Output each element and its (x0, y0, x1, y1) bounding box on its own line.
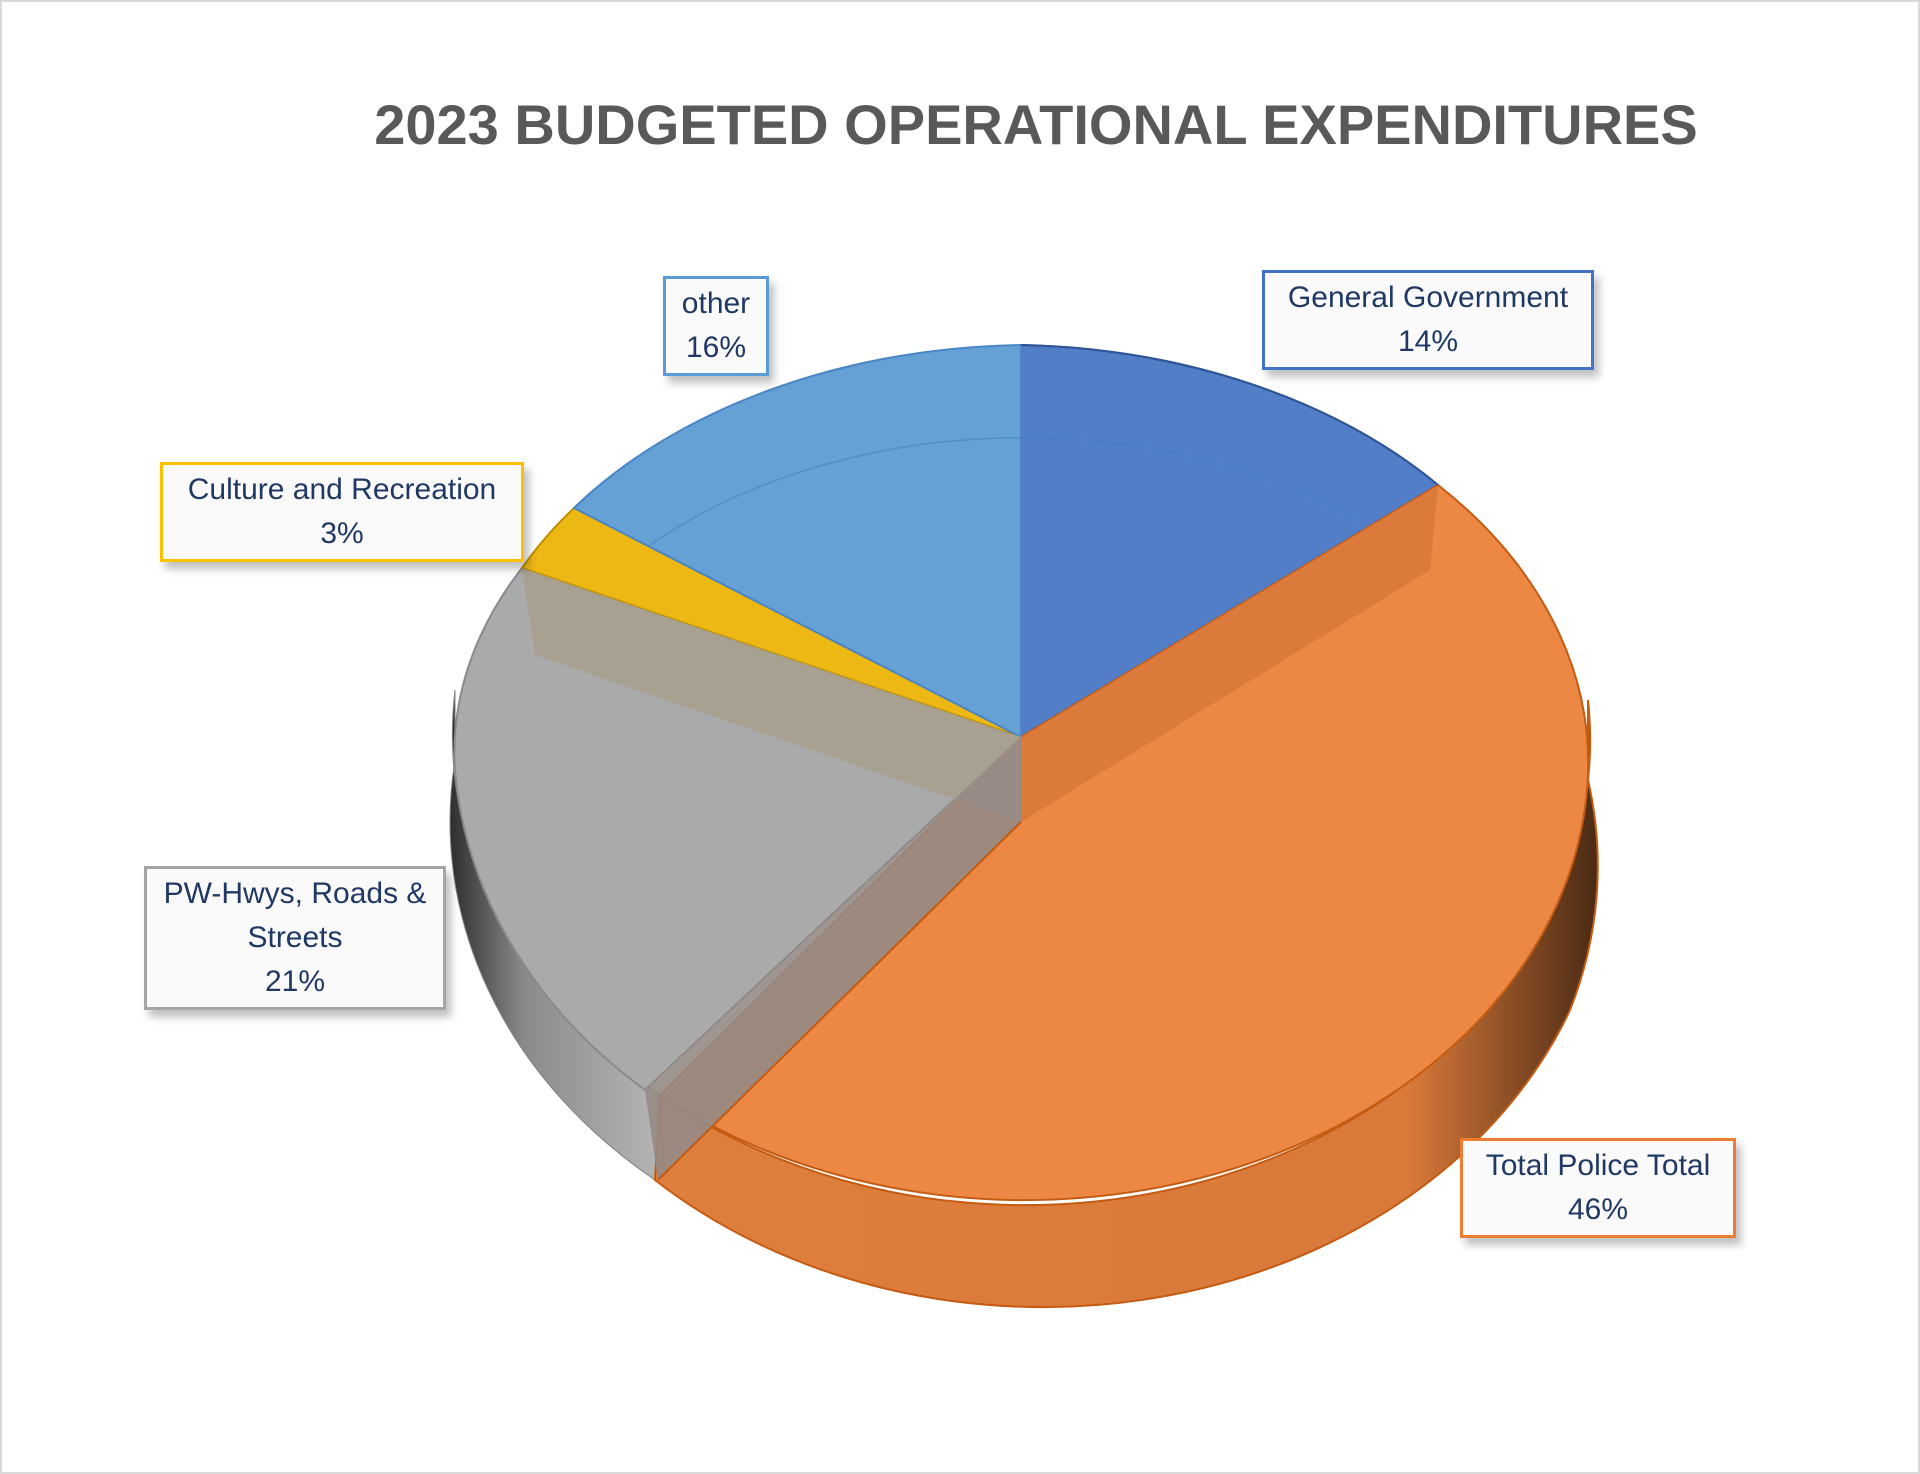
label-culture-recreation: Culture and Recreation 3% (160, 462, 524, 562)
slice-police[interactable] (658, 483, 1590, 1202)
label-culture-recreation-pct: 3% (320, 517, 364, 550)
pie-outline (1020, 344, 1439, 486)
slice-other[interactable] (572, 343, 1022, 739)
label-police-pct: 46% (1567, 1193, 1629, 1226)
label-police: Total Police Total 46% (1460, 1138, 1736, 1238)
police-side-wall (653, 699, 1599, 1309)
label-general-government-name: General Government (1287, 281, 1569, 314)
chart-title: 2023 BUDGETED OPERATIONAL EXPENDITURES (374, 93, 1698, 156)
pw-inner-wall (522, 568, 1021, 822)
pw-front-inner-wall (645, 737, 1021, 1180)
top-rim-highlight (649, 437, 1366, 546)
label-other: other 16% (663, 276, 769, 376)
label-culture-recreation-name: Culture and Recreation (187, 473, 497, 506)
pie-top-face (453, 343, 1590, 1202)
police-front-edge (657, 821, 1022, 1181)
label-other-pct: 16% (685, 331, 747, 364)
label-pw-line2: Streets (247, 921, 343, 954)
label-pw-pct: 21% (264, 965, 326, 998)
police-inner-wall (1021, 485, 1438, 822)
label-general-government: General Government 14% (1262, 270, 1594, 370)
label-other-name: other (681, 287, 751, 320)
label-police-name: Total Police Total (1485, 1149, 1711, 1182)
label-pw-line1: PW-Hwys, Roads & (163, 877, 427, 910)
label-pw-roads-streets: PW-Hwys, Roads & Streets 21% (144, 866, 446, 1010)
label-general-government-pct: 14% (1397, 325, 1459, 358)
